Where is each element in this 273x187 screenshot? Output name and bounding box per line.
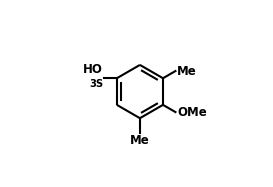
Text: Me: Me — [130, 134, 150, 147]
Text: OMe: OMe — [177, 106, 207, 119]
Text: Me: Me — [177, 65, 197, 78]
Text: 3S: 3S — [89, 79, 103, 89]
Text: HO: HO — [83, 63, 103, 76]
